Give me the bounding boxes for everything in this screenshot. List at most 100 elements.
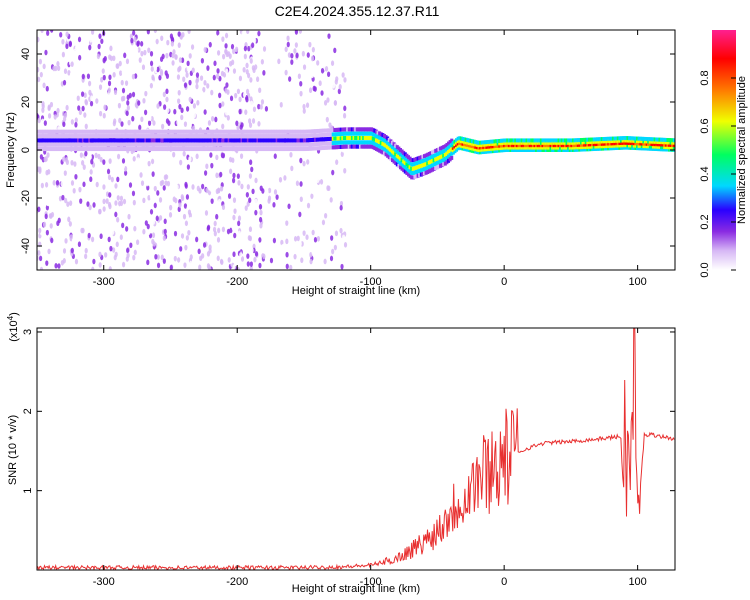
heatmap-ridge-cell [163, 147, 167, 152]
heatmap-ridge-cell [479, 150, 483, 155]
heatmap-ridge-cell [549, 145, 553, 150]
heatmap-ridge-cell [644, 141, 648, 146]
heatmap-ridge-cell [131, 129, 135, 134]
heatmap-ridge-cell [261, 138, 265, 143]
heatmap-ridge-cell [144, 147, 148, 152]
heatmap-ridge-cell [474, 147, 478, 152]
heatmap-ridge-cell [45, 138, 49, 143]
heatmap-ridge-cell [158, 129, 162, 134]
heatmap-ridge-cell [628, 143, 632, 148]
heatmap-speckle [299, 63, 303, 69]
heatmap-speckle [290, 59, 294, 65]
heatmap-ridge-cell [527, 145, 531, 150]
heatmap-ridge-cell [610, 136, 614, 141]
heatmap-ridge-cell [174, 138, 178, 143]
heatmap-ridge-cell [480, 150, 484, 155]
heatmap-ridge-cell [282, 142, 286, 147]
heatmap-speckle [342, 234, 346, 241]
heatmap-ridge-cell [440, 158, 444, 163]
heatmap-ridge-cell [85, 134, 89, 139]
heatmap-speckle [37, 36, 40, 43]
heatmap-speckle [150, 66, 154, 72]
heatmap-speckle [138, 124, 142, 131]
heatmap-ridge-cell [88, 134, 92, 139]
heatmap-ridge-cell [437, 151, 441, 156]
heatmap-ridge-cell [536, 147, 540, 152]
heatmap-ridge-cell [61, 129, 65, 134]
heatmap-speckle [124, 170, 128, 176]
heatmap-ridge-cell [158, 138, 162, 143]
heatmap-ridge-cell [442, 145, 446, 150]
heatmap-ridge-cell [555, 140, 559, 145]
heatmap-ridge-cell [201, 138, 205, 143]
heatmap-ridge-cell [544, 145, 548, 150]
heatmap-speckle [314, 102, 319, 108]
heatmap-ridge-cell [397, 146, 401, 151]
heatmap-speckle [170, 41, 174, 47]
heatmap-speckle [178, 57, 183, 63]
heatmap-ridge-cell [97, 138, 101, 143]
heatmap-ridge-cell [376, 143, 380, 148]
heatmap-speckle [108, 266, 112, 270]
heatmap-ridge-cell [302, 147, 306, 152]
heatmap-ridge-cell [660, 144, 664, 149]
heatmap-speckle [294, 42, 298, 48]
heatmap-ridge-cell [261, 142, 265, 147]
heatmap-ridge-cell [272, 129, 276, 134]
heatmap-speckle [149, 60, 154, 67]
heatmap-ridge-cell [414, 169, 418, 174]
heatmap-ridge-cell [427, 169, 431, 174]
heatmap-speckle [287, 52, 292, 58]
heatmap-ridge-cell [187, 134, 191, 139]
heatmap-ridge-cell [597, 139, 601, 144]
heatmap-ridge-cell [118, 134, 122, 139]
heatmap-speckle [59, 191, 63, 198]
heatmap-speckle [286, 35, 290, 42]
heatmap-ridge-cell [541, 143, 545, 148]
heatmap-speckle [195, 153, 199, 160]
heatmap-ridge-cell [397, 159, 401, 164]
heatmap-speckle [229, 227, 233, 234]
heatmap-speckle [262, 109, 266, 116]
heatmap-speckle [343, 167, 347, 174]
heatmap-ridge-cell [557, 145, 561, 150]
heatmap-speckle [281, 243, 285, 250]
heatmap-ridge-cell [269, 142, 273, 147]
heatmap-ridge-cell [480, 147, 484, 152]
heatmap-speckle [101, 68, 105, 74]
spectrogram-heatmap [37, 30, 675, 270]
heatmap-ridge-cell [551, 140, 555, 145]
heatmap-speckle [249, 58, 253, 64]
heatmap-ridge-cell [225, 129, 229, 134]
heatmap-speckle [238, 108, 242, 115]
heatmap-ridge-cell [398, 165, 402, 170]
heatmap-ridge-cell [352, 127, 356, 132]
heatmap-ridge-cell [581, 145, 585, 150]
heatmap-ridge-cell [120, 147, 124, 152]
heatmap-ridge-cell [53, 138, 57, 143]
heatmap-ridge-cell [181, 147, 185, 152]
heatmap-ridge-cell [213, 147, 217, 152]
heatmap-ridge-cell [365, 144, 369, 149]
heatmap-ridge-cell [584, 137, 588, 142]
heatmap-ridge-cell [455, 147, 459, 152]
heatmap-speckle [237, 220, 241, 227]
heatmap-speckle [217, 198, 222, 205]
heatmap-ridge-cell [355, 127, 359, 132]
heatmap-ridge-cell [414, 161, 418, 166]
heatmap-ridge-cell [184, 147, 188, 152]
heatmap-ridge-cell [274, 138, 278, 143]
heatmap-ridge-cell [285, 134, 289, 139]
heatmap-ridge-cell [267, 134, 271, 139]
heatmap-speckle [154, 56, 159, 63]
heatmap-speckle [77, 241, 82, 248]
heatmap-ridge-cell [648, 139, 652, 144]
heatmap-speckle [340, 263, 344, 270]
heatmap-ridge-cell [568, 143, 572, 148]
heatmap-ridge-cell [389, 152, 393, 157]
heatmap-speckle [227, 193, 232, 199]
heatmap-speckle [177, 98, 181, 104]
heatmap-ridge-cell [479, 147, 483, 152]
heatmap-ridge-cell [463, 144, 467, 149]
heatmap-ridge-cell [118, 142, 122, 147]
